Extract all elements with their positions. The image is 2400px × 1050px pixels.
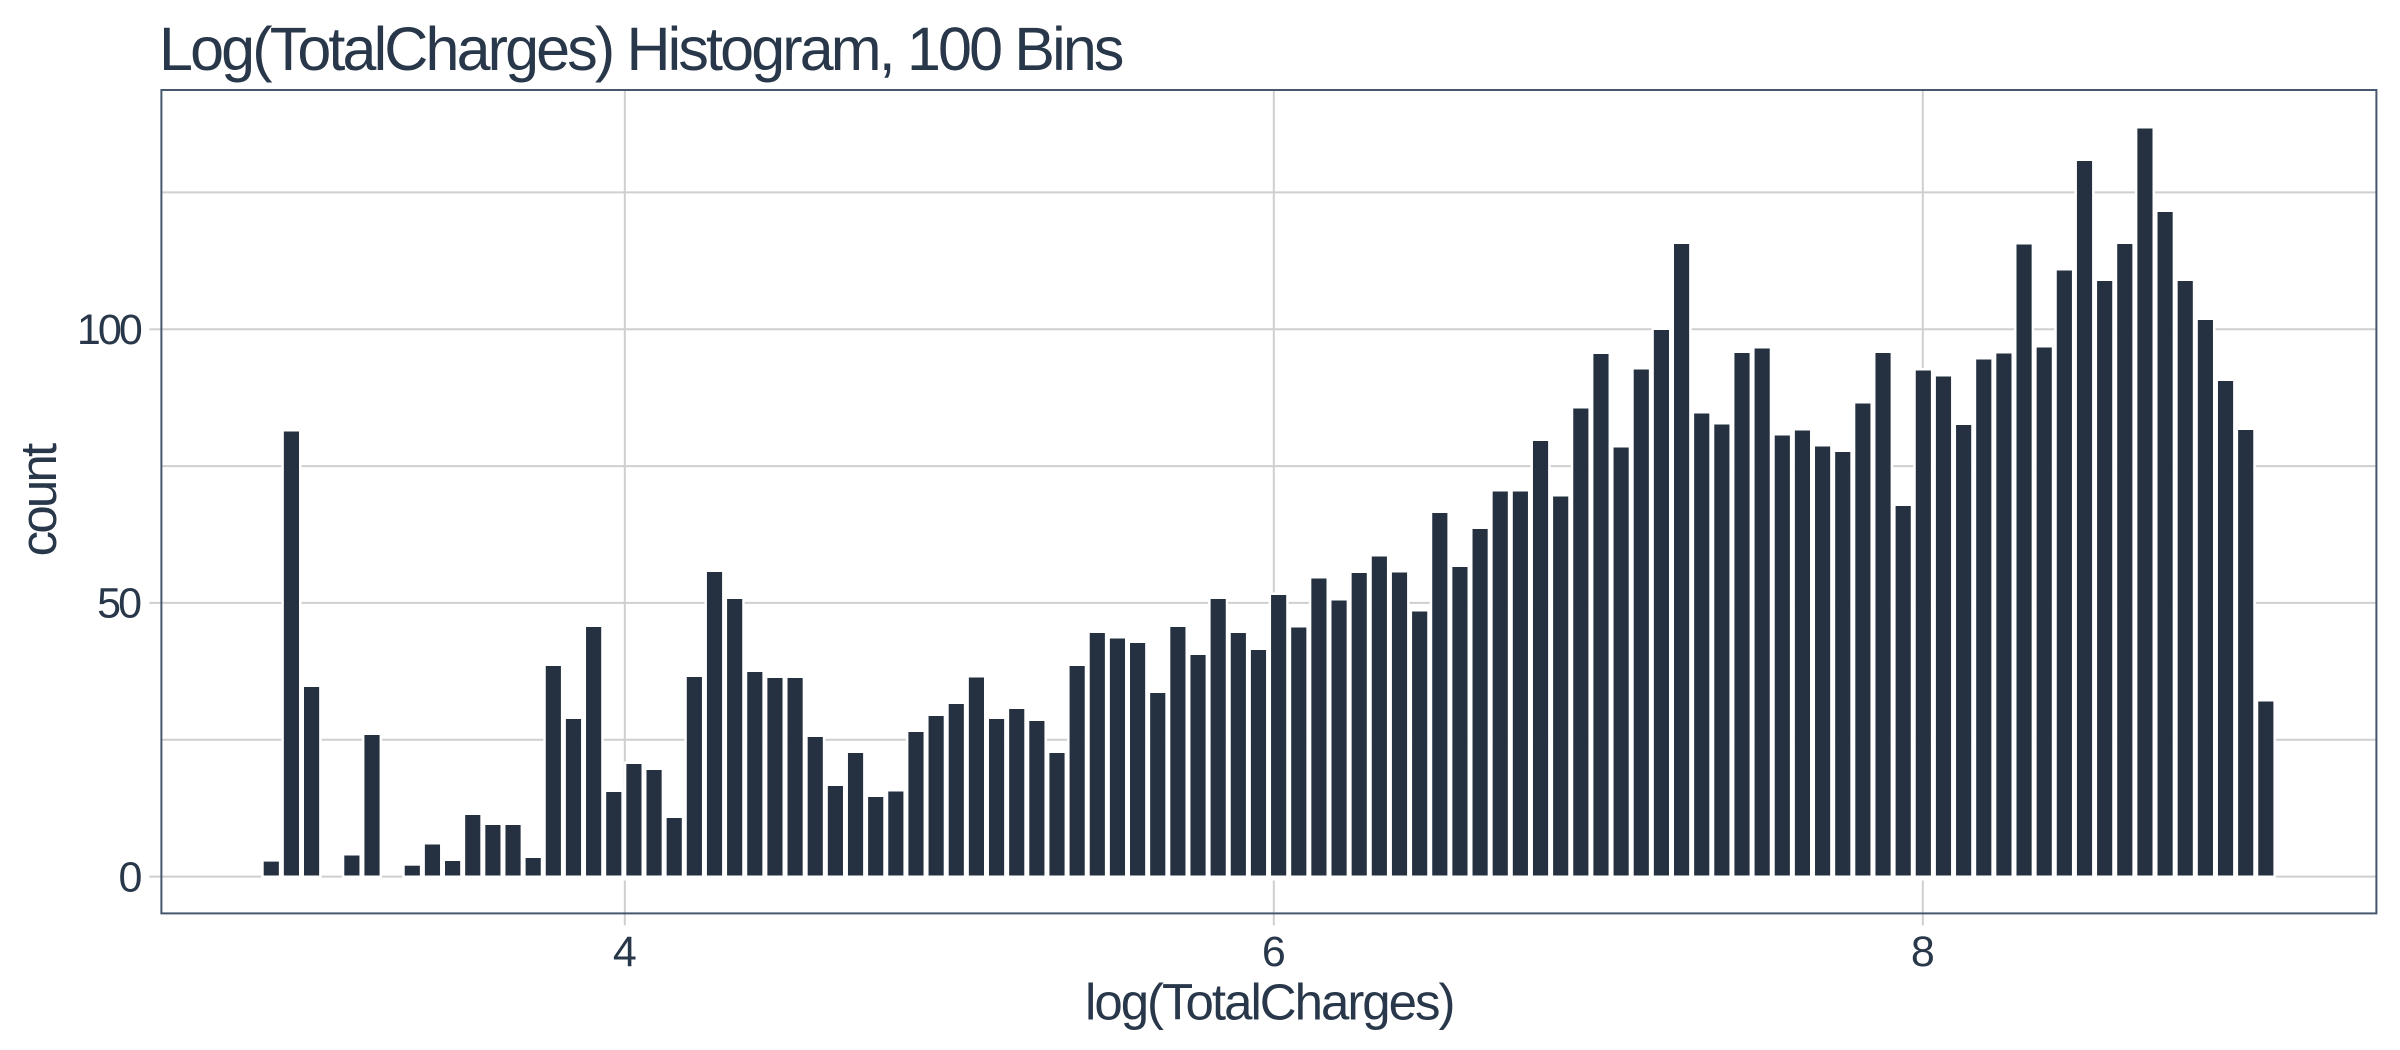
svg-text:Log(TotalCharges) Histogram, 1: Log(TotalCharges) Histogram, 100 Bins [159,15,1123,83]
svg-text:50: 50 [97,580,141,628]
svg-text:count: count [10,443,67,556]
svg-text:4: 4 [613,928,637,976]
svg-text:100: 100 [77,306,142,354]
svg-text:8: 8 [1911,928,1935,976]
svg-text:log(TotalCharges): log(TotalCharges) [1085,974,1454,1031]
svg-text:6: 6 [1262,928,1286,976]
svg-text:0: 0 [118,853,141,901]
